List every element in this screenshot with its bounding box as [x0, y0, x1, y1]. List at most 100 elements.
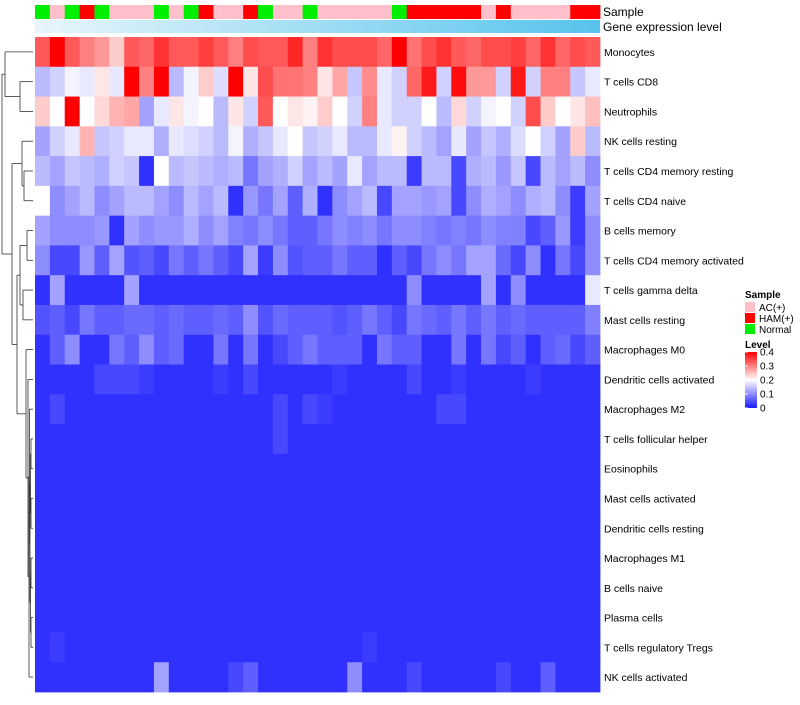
sample-annotation-cell [139, 5, 155, 19]
heatmap-cell [495, 275, 512, 306]
heatmap-cell [570, 215, 586, 246]
heatmap-cell [79, 304, 95, 336]
heatmap-cell [94, 334, 110, 365]
level-tick-label: 0 [760, 404, 766, 415]
heatmap-cell [317, 334, 333, 365]
heatmap-cell [228, 394, 244, 425]
heatmap-cells [35, 37, 601, 693]
heatmap-cell [94, 275, 110, 306]
heatmap-cell [585, 126, 601, 157]
heatmap-cell [35, 662, 51, 693]
heatmap-cell [153, 215, 170, 246]
row-label: T cells regulatory Tregs [604, 642, 713, 654]
heatmap-cell [109, 424, 125, 455]
heatmap-cell [49, 215, 66, 246]
heatmap-cell [272, 96, 289, 127]
row-label: Neutrophils [604, 106, 657, 118]
heatmap-cell [555, 364, 571, 395]
heatmap-cell [139, 602, 155, 633]
heatmap-cell [391, 126, 408, 157]
heatmap-cell [436, 245, 452, 276]
heatmap-cell [376, 424, 393, 455]
heatmap-cell [287, 513, 304, 544]
heatmap-cell [540, 334, 556, 365]
heatmap-cell [287, 37, 304, 68]
heatmap-cell [258, 215, 274, 246]
heatmap-cell [153, 513, 170, 544]
heatmap-cell [376, 513, 393, 544]
heatmap-cell [272, 662, 289, 693]
heatmap-cell [258, 275, 274, 306]
heatmap-cell [466, 453, 482, 484]
heatmap-cell [168, 364, 185, 395]
heatmap-cell [317, 543, 333, 574]
heatmap-cell [495, 572, 512, 604]
heatmap-cell [391, 275, 408, 306]
heatmap-cell [406, 632, 422, 663]
heatmap-cell [35, 156, 51, 187]
heatmap-cell [258, 453, 274, 484]
heatmap-cell [510, 156, 527, 187]
heatmap-cell [436, 37, 452, 68]
heatmap-cell [421, 66, 437, 97]
heatmap-cell [287, 304, 304, 336]
heatmap-cell [183, 156, 199, 187]
heatmap-cell [376, 96, 393, 127]
heatmap-cell [391, 156, 408, 187]
heatmap-cell [272, 156, 289, 187]
heatmap-cell [228, 275, 244, 306]
heatmap-cell [495, 215, 512, 246]
heatmap-cell [198, 96, 214, 127]
heatmap-cell [510, 572, 527, 604]
heatmap-cell [451, 156, 467, 187]
heatmap-cell [94, 602, 110, 633]
heatmap-cell [376, 215, 393, 246]
heatmap-cell [302, 483, 318, 514]
heatmap-cell [124, 364, 140, 395]
heatmap-cell [481, 394, 497, 425]
heatmap-cell [79, 483, 95, 514]
heatmap-cell [139, 424, 155, 455]
heatmap-cell [495, 66, 512, 97]
heatmap-cell [94, 453, 110, 484]
heatmap-cell [198, 453, 214, 484]
heatmap-cell [124, 543, 140, 574]
heatmap-cell [139, 453, 155, 484]
heatmap-cell [228, 334, 244, 365]
heatmap-cell [406, 453, 422, 484]
heatmap-cell [332, 156, 348, 187]
heatmap-cell [525, 632, 541, 663]
heatmap-cell [302, 662, 318, 693]
sample-annotation-cell [302, 5, 318, 19]
heatmap-cell [258, 662, 274, 693]
heatmap-cell [272, 245, 289, 276]
heatmap-cell [49, 513, 66, 544]
heatmap-cell [79, 96, 95, 127]
heatmap-cell [362, 126, 378, 157]
sample-annotation-cell [124, 5, 140, 19]
heatmap-cell [213, 334, 229, 365]
heatmap-cell [570, 156, 586, 187]
heatmap-cell [64, 394, 81, 425]
heatmap-cell [510, 543, 527, 574]
heatmap-cell [139, 275, 155, 306]
heatmap-cell [481, 602, 497, 633]
heatmap-cell [376, 602, 393, 633]
gene-expression-gradient [35, 20, 600, 33]
heatmap-cell [168, 632, 185, 663]
heatmap-cell [94, 215, 110, 246]
heatmap-cell [317, 304, 333, 336]
heatmap-cell [495, 632, 512, 663]
heatmap-cell [124, 513, 140, 544]
heatmap-cell [183, 483, 199, 514]
heatmap-cell [124, 215, 140, 246]
heatmap-cell [287, 156, 304, 187]
heatmap-cell [421, 513, 437, 544]
heatmap-cell [317, 632, 333, 663]
heatmap-cell [555, 483, 571, 514]
heatmap-cell [183, 394, 199, 425]
heatmap-cell [49, 334, 66, 365]
heatmap-cell [287, 483, 304, 514]
heatmap-cell [317, 394, 333, 425]
heatmap-cell [49, 37, 66, 68]
